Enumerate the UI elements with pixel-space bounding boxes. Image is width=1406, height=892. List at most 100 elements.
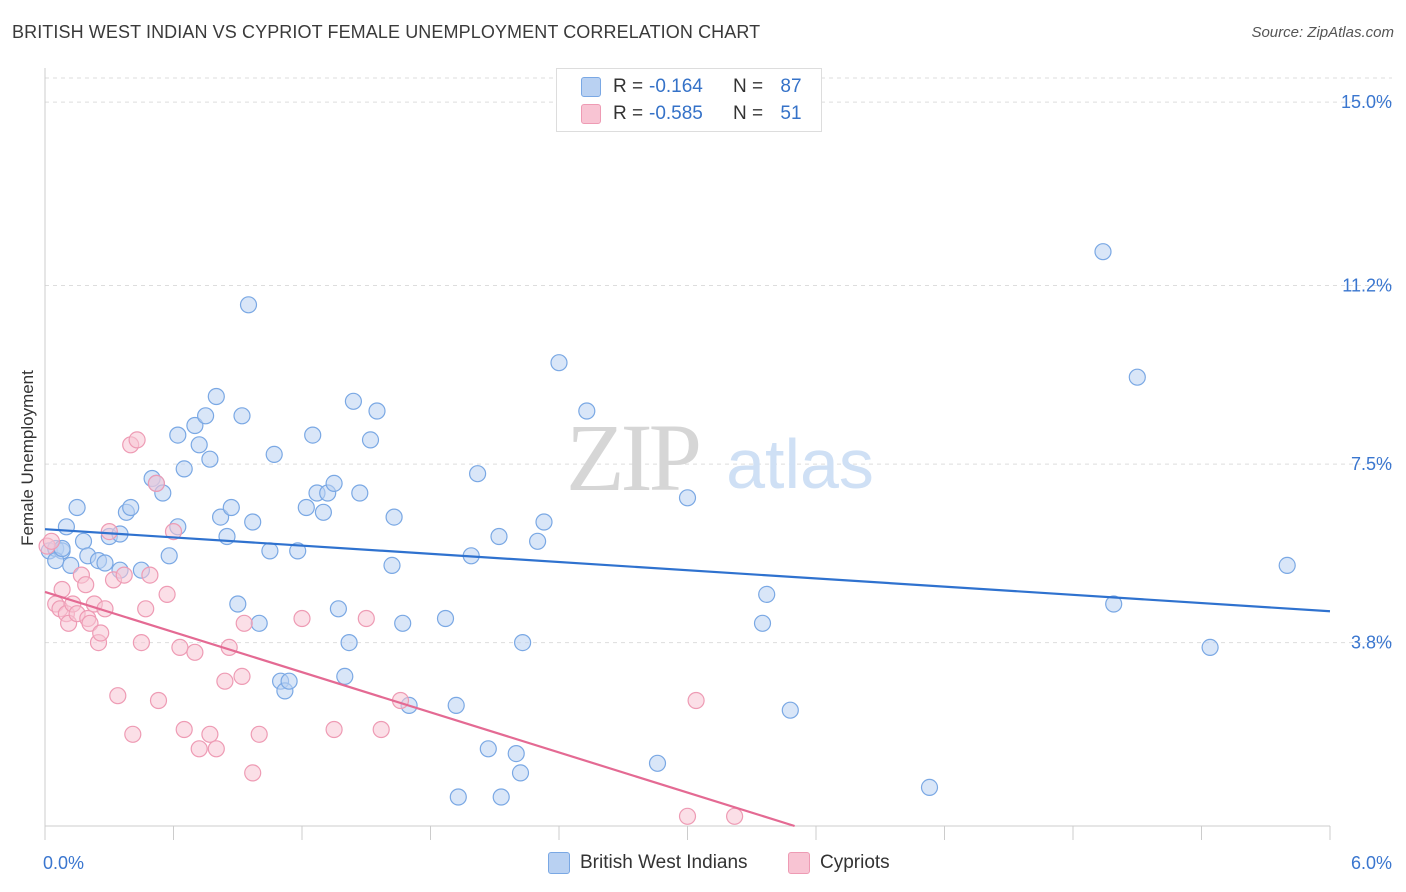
- point-cypriots: [244, 764, 262, 782]
- point-british-west-indians: [340, 633, 358, 652]
- point-british-west-indians: [753, 614, 772, 632]
- point-cypriots: [372, 720, 390, 739]
- point-cypriots: [132, 633, 150, 652]
- point-british-west-indians: [383, 556, 401, 575]
- point-british-west-indians: [239, 296, 258, 314]
- point-british-west-indians: [678, 489, 697, 507]
- point-cypriots: [109, 687, 127, 705]
- point-cypriots: [137, 600, 155, 618]
- point-cypriots: [141, 566, 159, 584]
- point-cypriots: [147, 474, 165, 492]
- legend-swatch-blue: [581, 77, 601, 97]
- trendline-british-west-indians: [44, 528, 1331, 613]
- point-cypriots: [250, 725, 268, 743]
- point-british-west-indians: [233, 407, 251, 425]
- point-british-west-indians: [325, 474, 343, 492]
- point-british-west-indians: [490, 527, 508, 546]
- point-british-west-indians: [261, 542, 279, 560]
- watermark-zip: ZIP: [566, 404, 699, 511]
- point-british-west-indians: [244, 513, 262, 531]
- gridlines: [45, 77, 1392, 644]
- y-axis-title: Female Unemployment: [18, 370, 37, 546]
- point-british-west-indians: [920, 778, 939, 797]
- point-british-west-indians: [314, 503, 332, 521]
- bottom-legend-blue: British West Indians: [548, 852, 748, 874]
- point-british-west-indians: [1128, 368, 1146, 386]
- correlation-legend: R = -0.164 N = 87 R = -0.585 N = 51: [556, 68, 822, 132]
- point-british-west-indians: [507, 744, 525, 763]
- bottom-legend-label-pink: Cypriots: [820, 852, 890, 873]
- bottom-legend-swatch-pink: [788, 852, 810, 874]
- point-british-west-indians: [265, 445, 283, 463]
- data-points: [38, 243, 1296, 825]
- point-cypriots: [42, 532, 61, 550]
- point-british-west-indians: [1278, 556, 1296, 575]
- point-british-west-indians: [96, 554, 114, 572]
- point-cypriots: [77, 576, 95, 594]
- y-tick-label: 3.8%: [1351, 633, 1392, 653]
- point-british-west-indians: [385, 508, 403, 526]
- point-british-west-indians: [1201, 638, 1219, 657]
- point-cypriots: [725, 807, 744, 825]
- legend-r-value: -0.164: [649, 76, 703, 97]
- point-cypriots: [128, 431, 146, 449]
- point-british-west-indians: [1094, 243, 1112, 261]
- point-british-west-indians: [361, 431, 380, 449]
- point-british-west-indians: [304, 426, 322, 444]
- point-cypriots: [164, 522, 183, 541]
- y-tick-label: 7.5%: [1351, 454, 1392, 474]
- point-british-west-indians: [57, 518, 76, 536]
- point-cypriots: [81, 614, 99, 632]
- x-tick-label-max: 6.0%: [1351, 853, 1392, 873]
- point-british-west-indians: [186, 416, 204, 435]
- point-british-west-indians: [68, 498, 86, 517]
- point-british-west-indians: [492, 788, 510, 806]
- point-british-west-indians: [1105, 595, 1123, 613]
- point-cypriots: [124, 725, 142, 743]
- point-cypriots: [115, 566, 133, 584]
- x-tick-labels: 0.0% 6.0%: [43, 853, 1392, 873]
- source-label: Source: ZipAtlas.com: [1251, 24, 1394, 41]
- x-tick-label-min: 0.0%: [43, 853, 84, 873]
- point-british-west-indians: [250, 614, 268, 632]
- point-cypriots: [687, 691, 705, 710]
- point-british-west-indians: [511, 764, 530, 782]
- point-cypriots: [171, 638, 189, 657]
- bottom-legend-swatch-blue: [548, 852, 570, 874]
- point-british-west-indians: [336, 667, 354, 686]
- point-british-west-indians: [479, 740, 497, 758]
- point-british-west-indians: [513, 633, 532, 652]
- point-british-west-indians: [447, 696, 465, 715]
- point-cypriots: [186, 643, 204, 661]
- point-british-west-indians: [578, 402, 596, 420]
- point-british-west-indians: [207, 387, 225, 406]
- point-cypriots: [175, 720, 193, 739]
- point-cypriots: [100, 522, 118, 541]
- point-british-west-indians: [329, 600, 347, 618]
- point-british-west-indians: [528, 532, 547, 550]
- point-british-west-indians: [122, 498, 140, 517]
- legend-row-blue: R = -0.164 N = 87: [581, 74, 809, 100]
- point-british-west-indians: [197, 407, 215, 425]
- point-cypriots: [207, 740, 225, 758]
- point-british-west-indians: [229, 595, 247, 613]
- chart-title: BRITISH WEST INDIAN VS CYPRIOT FEMALE UN…: [12, 22, 761, 42]
- point-cypriots: [293, 609, 311, 628]
- legend-n-value: 87: [780, 76, 802, 97]
- legend-n-label: N =: [733, 103, 764, 124]
- point-british-west-indians: [394, 614, 412, 632]
- point-british-west-indians: [289, 542, 307, 560]
- point-british-west-indians: [436, 609, 455, 628]
- point-british-west-indians: [160, 547, 178, 565]
- point-cypriots: [233, 667, 251, 686]
- point-british-west-indians: [297, 498, 315, 517]
- point-british-west-indians: [535, 513, 553, 531]
- point-cypriots: [216, 672, 234, 690]
- point-british-west-indians: [344, 392, 362, 410]
- point-cypriots: [201, 725, 219, 743]
- point-british-west-indians: [169, 426, 187, 444]
- trend-lines: [44, 528, 1331, 828]
- point-cypriots: [158, 585, 176, 604]
- legend-r-value: -0.585: [649, 103, 703, 124]
